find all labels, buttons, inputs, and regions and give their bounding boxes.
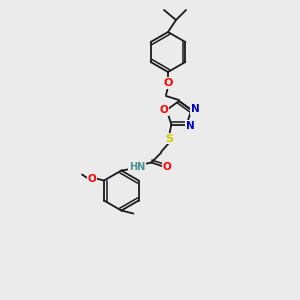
Text: O: O xyxy=(159,105,168,115)
Text: S: S xyxy=(165,134,173,143)
Text: O: O xyxy=(163,161,172,172)
Text: N: N xyxy=(186,121,195,130)
Text: O: O xyxy=(88,173,96,184)
Text: O: O xyxy=(163,78,173,88)
Text: HN: HN xyxy=(129,161,146,172)
Text: N: N xyxy=(191,104,200,114)
